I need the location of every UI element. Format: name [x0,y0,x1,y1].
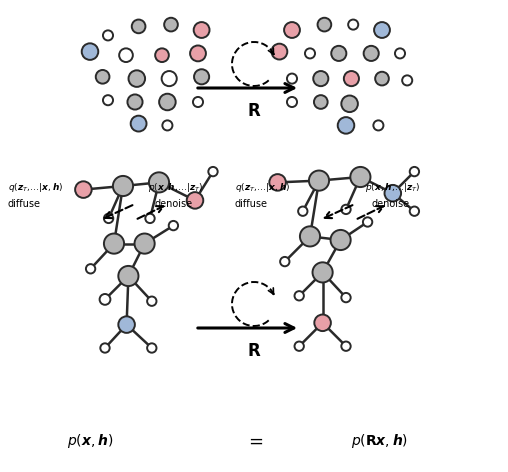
Circle shape [208,167,218,176]
Circle shape [351,167,370,187]
Circle shape [104,234,124,253]
Circle shape [338,117,354,134]
Circle shape [162,71,177,86]
Circle shape [341,293,351,302]
Circle shape [313,71,328,86]
Circle shape [295,291,304,301]
Circle shape [363,217,372,227]
Circle shape [314,314,331,331]
Circle shape [86,264,96,273]
Circle shape [104,214,113,223]
Circle shape [331,46,346,61]
Circle shape [155,48,169,62]
Circle shape [269,174,286,191]
Circle shape [374,22,390,38]
Circle shape [164,18,178,32]
Text: $p(\boldsymbol{x}, \boldsymbol{h})$: $p(\boldsymbol{x}, \boldsymbol{h})$ [67,432,113,450]
Circle shape [147,343,156,353]
Circle shape [145,214,154,223]
Circle shape [341,205,351,214]
Text: $\mathbf{R}$: $\mathbf{R}$ [247,342,261,360]
Circle shape [129,70,145,87]
Circle shape [364,46,379,61]
Circle shape [280,257,290,266]
Circle shape [373,120,384,130]
Text: $q(\boldsymbol{z}_T,\!\ldots|\boldsymbol{x},\boldsymbol{h})$: $q(\boldsymbol{z}_T,\!\ldots|\boldsymbol… [235,181,291,194]
Circle shape [163,120,172,130]
Circle shape [402,76,412,85]
Text: $q(\boldsymbol{z}_T,\!\ldots|\boldsymbol{x},\boldsymbol{h})$: $q(\boldsymbol{z}_T,\!\ldots|\boldsymbol… [8,181,64,194]
Circle shape [118,316,135,333]
Circle shape [341,342,351,351]
Text: diffuse: diffuse [8,199,41,209]
Circle shape [314,95,328,109]
Circle shape [128,94,143,110]
Text: $=$: $=$ [245,432,263,450]
Circle shape [271,44,288,59]
Circle shape [341,95,358,112]
Circle shape [187,192,203,209]
Text: denoise: denoise [155,199,193,209]
Text: diffuse: diffuse [235,199,268,209]
Circle shape [312,262,333,282]
Circle shape [194,22,209,38]
Circle shape [410,207,419,216]
Text: $p(\boldsymbol{x},\boldsymbol{h},\!\ldots|\boldsymbol{z}_T)$: $p(\boldsymbol{x},\boldsymbol{h},\!\ldot… [365,181,421,194]
Circle shape [100,343,110,353]
Circle shape [410,167,419,176]
Text: denoise: denoise [372,199,410,209]
Circle shape [295,342,304,351]
Circle shape [103,30,113,41]
Circle shape [287,97,297,107]
Circle shape [135,234,154,253]
Circle shape [375,72,389,85]
Circle shape [284,22,300,38]
Circle shape [100,294,110,305]
Circle shape [318,18,331,32]
Circle shape [190,45,206,61]
Circle shape [305,48,315,59]
Circle shape [331,230,351,250]
Circle shape [348,19,358,30]
Circle shape [113,176,133,196]
Circle shape [309,170,329,191]
Circle shape [82,43,98,60]
Circle shape [119,48,133,62]
Circle shape [300,226,320,246]
Circle shape [169,221,178,230]
Circle shape [132,19,145,33]
Text: $p(\boldsymbol{x},\boldsymbol{h},\!\ldots|\boldsymbol{z}_T)$: $p(\boldsymbol{x},\boldsymbol{h},\!\ldot… [148,181,203,194]
Circle shape [96,70,109,84]
Circle shape [75,181,91,198]
Circle shape [194,69,209,84]
Circle shape [344,71,359,86]
Circle shape [149,172,169,193]
Circle shape [385,185,401,202]
Text: $\mathbf{R}$: $\mathbf{R}$ [247,102,261,120]
Circle shape [118,266,139,286]
Text: $p(\mathbf{R}\boldsymbol{x}, \boldsymbol{h})$: $p(\mathbf{R}\boldsymbol{x}, \boldsymbol… [352,432,408,450]
Circle shape [131,116,146,132]
Circle shape [193,97,203,107]
Circle shape [103,95,113,105]
Circle shape [159,94,176,110]
Circle shape [287,74,297,84]
Circle shape [395,48,405,59]
Circle shape [298,207,307,216]
Circle shape [147,296,156,306]
